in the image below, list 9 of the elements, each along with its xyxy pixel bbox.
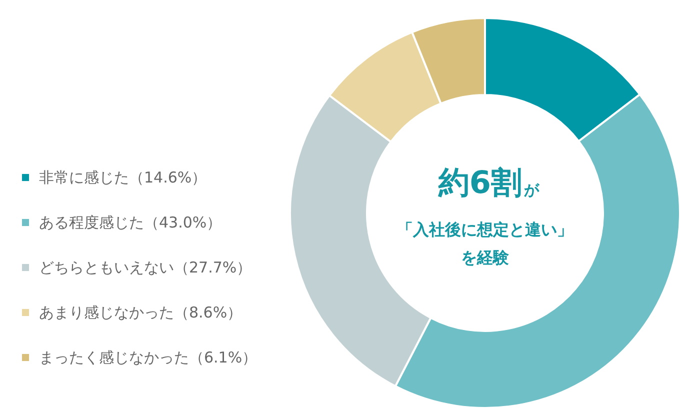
text: 約6割	[437, 165, 522, 201]
legend-label: ある程度感じた（43.0%）	[39, 214, 222, 232]
text: を経験	[461, 248, 510, 267]
text: が	[523, 181, 540, 199]
legend-label: あまり感じなかった（8.6%）	[39, 304, 242, 322]
legend-label: どちらともいえない（27.7%）	[39, 258, 252, 276]
legend-label: 非常に感じた（14.6%）	[39, 168, 207, 186]
text: 「入社後に想定と違い」	[397, 220, 573, 239]
legend-label: まったく感じなかった（6.1%）	[39, 348, 258, 366]
